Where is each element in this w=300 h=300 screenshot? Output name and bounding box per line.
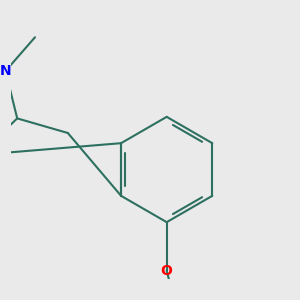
- Text: O: O: [161, 264, 172, 278]
- Text: N: N: [0, 64, 11, 78]
